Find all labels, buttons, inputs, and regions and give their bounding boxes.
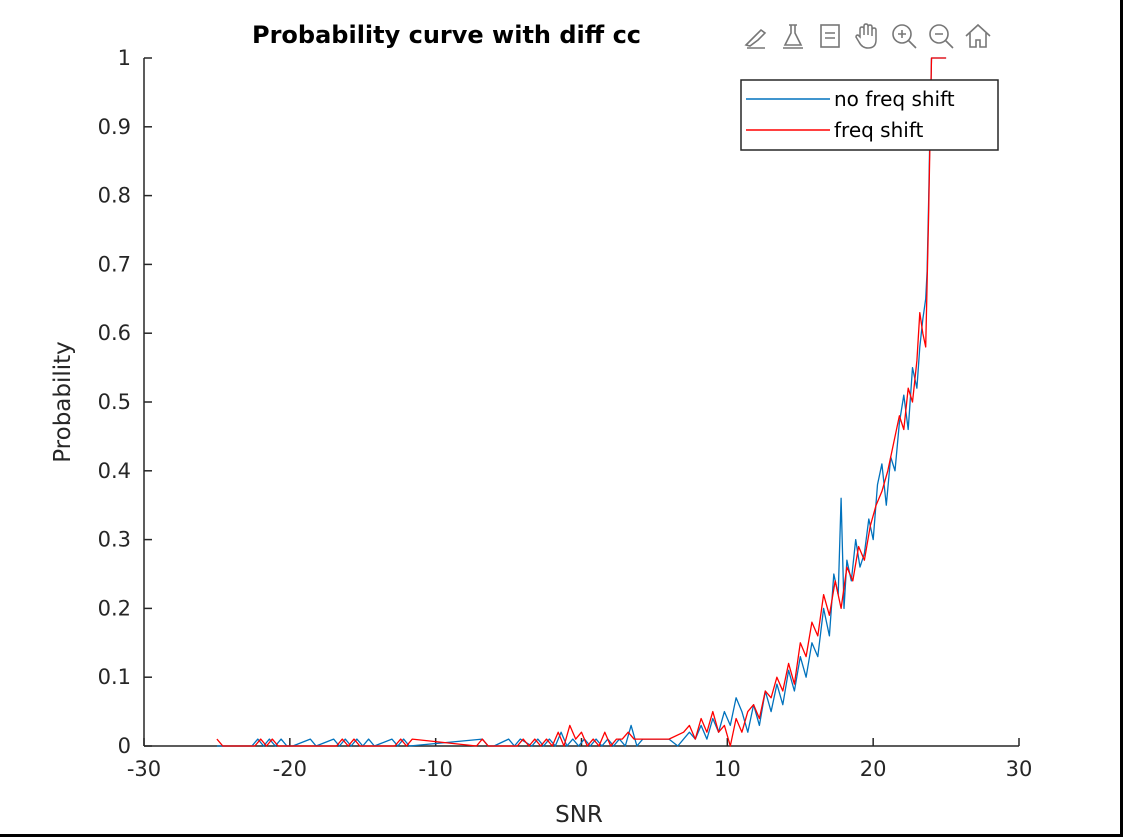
y-tick-label: 1	[118, 46, 131, 70]
y-tick-label: 0.8	[98, 184, 131, 208]
series-line-no-freq-shift	[216, 57, 947, 747]
x-tick-label: 20	[860, 757, 887, 781]
axes: -30 -20 -10 0 10 20 30 0 0.1 0.2 0.3 0.4 0.5 0.6 0.7 0.…	[98, 46, 1033, 781]
x-tick-label: 10	[714, 757, 741, 781]
y-axis-title: Probability	[50, 341, 76, 463]
chart-title: Probability curve with diff cc	[252, 21, 641, 49]
x-tick-label: -20	[273, 757, 307, 781]
data-cursor-icon[interactable]	[775, 16, 810, 56]
series-layer	[216, 57, 947, 747]
y-tick-label: 0.5	[98, 390, 131, 414]
x-tick-label: -10	[419, 757, 453, 781]
series-line-freq-shift	[216, 57, 947, 747]
x-axis-title: SNR	[555, 802, 603, 828]
legend-label-no-freq-shift: no freq shift	[834, 87, 955, 111]
y-tick-label: 0	[118, 734, 131, 758]
y-tick-label: 0.6	[98, 321, 131, 345]
y-tick-label: 0.1	[98, 665, 131, 689]
pan-hand-icon[interactable]	[849, 16, 884, 56]
home-icon[interactable]	[960, 16, 995, 56]
legend-box	[740, 79, 999, 151]
zoom-out-icon[interactable]	[923, 16, 958, 56]
y-tick-label: 0.9	[98, 115, 131, 139]
x-tick-label: -30	[127, 757, 161, 781]
y-tick-label: 0.7	[98, 252, 131, 276]
legend-toggle-icon[interactable]	[812, 16, 847, 56]
y-tick-label: 0.2	[98, 596, 131, 620]
y-tick-label: 0.3	[98, 528, 131, 552]
axes-toolbar	[738, 16, 995, 56]
legend-label-freq-shift: freq shift	[834, 118, 924, 142]
y-tick-label: 0.4	[98, 459, 131, 483]
x-tick-label: 30	[1006, 757, 1033, 781]
brush-icon[interactable]	[738, 16, 773, 56]
legend[interactable]: no freq shift freq shift	[740, 79, 999, 151]
x-tick-label: 0	[575, 757, 588, 781]
zoom-in-icon[interactable]	[886, 16, 921, 56]
